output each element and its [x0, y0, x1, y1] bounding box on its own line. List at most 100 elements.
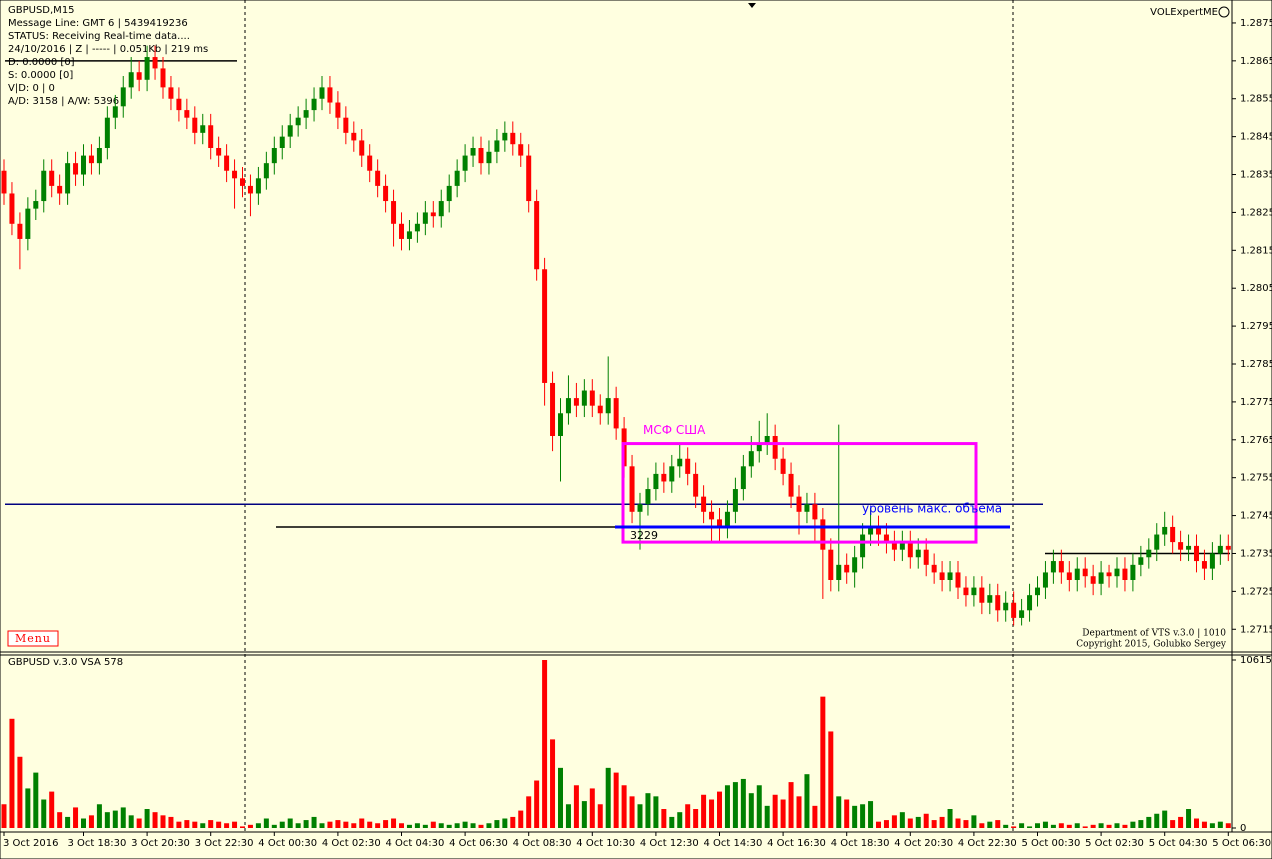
menu-button[interactable]	[7, 630, 59, 647]
volume-bar	[629, 796, 635, 828]
candle-body	[152, 57, 158, 69]
candle-body	[613, 398, 619, 429]
x-tick-label: 3 Oct 18:30	[68, 838, 127, 849]
volume-bar	[828, 731, 834, 828]
volume-bar	[494, 820, 500, 828]
zone-label: МСФ США	[643, 423, 706, 437]
volume-bar	[565, 804, 571, 828]
candle-body	[1082, 568, 1088, 577]
candle-body	[899, 542, 905, 550]
candle-body	[303, 110, 309, 118]
candle-body	[271, 148, 277, 164]
candle-body	[788, 473, 794, 497]
volume-bar	[65, 816, 71, 828]
volume-bar	[1, 804, 7, 828]
volume-bar	[868, 801, 874, 828]
volume-bar	[1027, 826, 1033, 828]
volume-bar	[486, 823, 492, 828]
candle-body	[1090, 576, 1096, 584]
candle-body	[637, 504, 643, 512]
volume-bar	[1050, 824, 1056, 828]
candle-body	[247, 185, 253, 194]
candle-body	[311, 98, 317, 111]
volume-bar	[796, 796, 802, 828]
volume-bar	[645, 793, 651, 828]
candle-body	[756, 443, 762, 452]
candle-body	[454, 170, 460, 186]
candle-body	[796, 496, 802, 512]
candle-body	[669, 466, 675, 482]
volume-bar	[184, 820, 190, 828]
volume-bar	[383, 820, 389, 828]
candle-body	[1225, 545, 1231, 550]
candle-body	[438, 201, 444, 217]
volume-bar	[685, 804, 691, 828]
candle-body	[995, 595, 1001, 611]
volume-bar	[462, 821, 468, 828]
candle-body	[168, 87, 174, 99]
volume-bar	[923, 813, 929, 828]
x-tick-label: 4 Oct 16:30	[767, 838, 826, 849]
zone-box	[621, 442, 978, 544]
menu-label[interactable]: Menu	[15, 632, 51, 645]
volume-bar	[41, 799, 47, 828]
volume-bar	[891, 815, 897, 828]
status-line: Message Line: GMT 6 | 5439419236	[8, 18, 188, 29]
candle-body	[1027, 595, 1033, 611]
candle-body	[677, 458, 683, 467]
x-tick-label: 4 Oct 10:30	[576, 838, 635, 849]
volume-bar	[860, 804, 866, 828]
volume-bar	[1130, 821, 1136, 828]
y-tick-label: 1.2715	[1240, 624, 1272, 635]
candle-body	[446, 185, 452, 202]
candle-body	[836, 564, 842, 580]
candle-body	[224, 155, 230, 171]
volume-bar	[303, 820, 309, 828]
volume-bar	[1138, 820, 1144, 828]
volume-bar	[343, 821, 349, 828]
volume-bar	[255, 823, 261, 828]
x-tick-label: 3 Oct 20:30	[131, 838, 190, 849]
candle-body	[295, 117, 301, 126]
candle-body	[391, 201, 397, 224]
volume-bar	[1035, 823, 1040, 828]
volume-bar	[971, 815, 977, 828]
volume-bar	[1114, 823, 1120, 828]
candle-body	[740, 466, 746, 490]
candle-body	[1011, 602, 1017, 618]
candle-body	[462, 155, 468, 171]
candle-body	[518, 144, 524, 156]
volume-bar	[915, 816, 921, 828]
volume-bar	[1209, 823, 1215, 828]
volume-bar	[852, 805, 858, 828]
candle-body	[891, 542, 897, 550]
candle-body	[701, 496, 707, 512]
candle-body	[176, 98, 182, 111]
candle-body	[96, 148, 102, 164]
y-tick-label: 1.2855	[1240, 94, 1272, 105]
candle-body	[1170, 526, 1176, 543]
y-tick-label: 1.2865	[1240, 56, 1272, 67]
volume-bar	[756, 785, 762, 828]
volume-bar	[740, 778, 746, 828]
candle-body	[9, 193, 15, 224]
candle-body	[526, 155, 532, 202]
candle-body	[589, 390, 595, 406]
candle-body	[208, 125, 214, 148]
candle-body	[661, 473, 667, 482]
volume-bar	[192, 821, 198, 828]
volume-bar	[1058, 823, 1064, 828]
volume-bar	[693, 809, 699, 828]
candle-body	[542, 269, 548, 383]
volume-bar	[844, 799, 850, 828]
candle-body	[25, 208, 31, 239]
candle-body	[876, 526, 881, 535]
candle-body	[844, 564, 850, 573]
candle-body	[1162, 526, 1168, 535]
candle-body	[717, 519, 722, 527]
candle-body	[828, 549, 834, 580]
candle-body	[955, 572, 961, 588]
volume-bar	[367, 821, 373, 828]
volume-bar	[701, 794, 707, 828]
volume-bar	[772, 794, 778, 828]
